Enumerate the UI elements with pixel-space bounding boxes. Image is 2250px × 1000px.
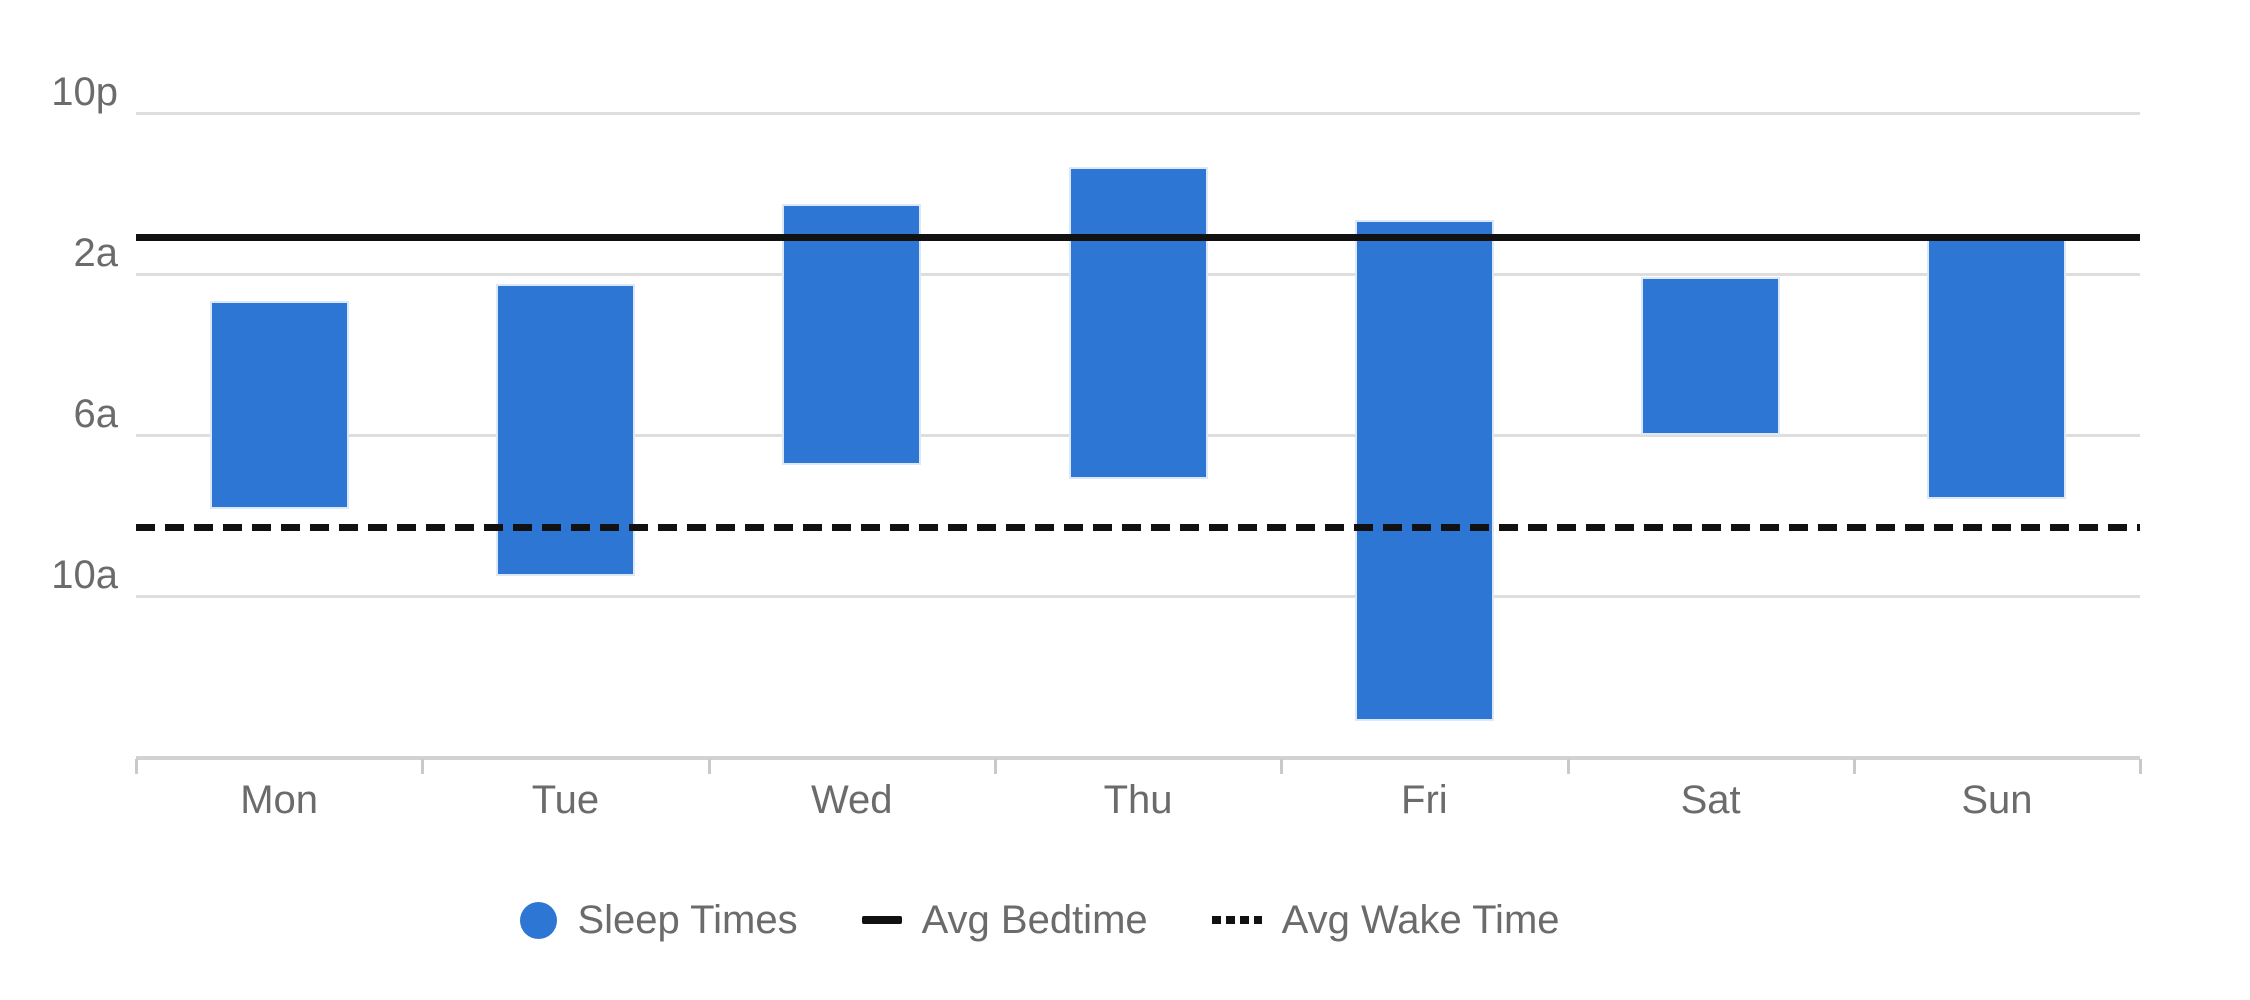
x-axis-tick (135, 759, 138, 774)
x-axis-tick (2139, 759, 2143, 774)
legend: Sleep Times Avg Bedtime Avg Wake Time (0, 896, 2080, 944)
sleep-bar-mon[interactable] (209, 300, 349, 510)
x-axis-tick (421, 759, 425, 774)
sleep-bar-sat[interactable] (1641, 277, 1781, 436)
x-axis-tick (707, 759, 711, 774)
legend-label-avg-wake-time: Avg Wake Time (1281, 898, 1560, 942)
x-axis-label-thu: Thu (1103, 778, 1173, 822)
gridline-10p (136, 112, 2140, 115)
sleep-bar-fri[interactable] (1354, 220, 1494, 721)
x-axis-label-sat: Sat (1680, 778, 1741, 822)
x-axis-label-mon: Mon (240, 778, 319, 822)
x-axis-baseline (136, 756, 2140, 760)
x-axis-tick (1566, 759, 1570, 774)
legend-item-sleep-times[interactable]: Sleep Times (520, 896, 798, 944)
sleep-times-circle-icon (520, 901, 558, 939)
x-axis-label-sun: Sun (1961, 778, 2033, 822)
sleep-bar-wed[interactable] (782, 203, 922, 466)
x-axis-tick (1852, 759, 1856, 774)
sleep-bar-sun[interactable] (1927, 237, 2067, 499)
y-axis-label-10p: 10p (51, 70, 118, 114)
avg-bedtime-line-icon (861, 916, 902, 924)
avg-wake-time-line-icon (1211, 916, 1262, 924)
legend-label-sleep-times: Sleep Times (577, 898, 798, 942)
legend-item-avg-wake-time[interactable]: Avg Wake Time (1211, 896, 1560, 944)
sleep-bar-thu[interactable] (1068, 166, 1208, 479)
sleep-bar-tue[interactable] (495, 284, 635, 577)
x-axis-label-tue: Tue (531, 778, 600, 822)
x-axis-label-fri: Fri (1401, 778, 1448, 822)
y-axis-label-2a: 2a (73, 231, 119, 276)
legend-item-avg-bedtime[interactable]: Avg Bedtime (861, 896, 1148, 944)
x-axis-tick (993, 759, 997, 774)
gridline-10a (136, 595, 2140, 599)
avg-bedtime-line (136, 233, 2140, 241)
avg-wake-time-line (136, 523, 2140, 531)
y-axis-label-10a: 10a (51, 553, 118, 598)
legend-label-avg-bedtime: Avg Bedtime (921, 898, 1148, 942)
x-axis-tick (1280, 759, 1284, 774)
y-axis-label-6a: 6a (73, 392, 119, 437)
x-axis-label-wed: Wed (810, 778, 893, 822)
